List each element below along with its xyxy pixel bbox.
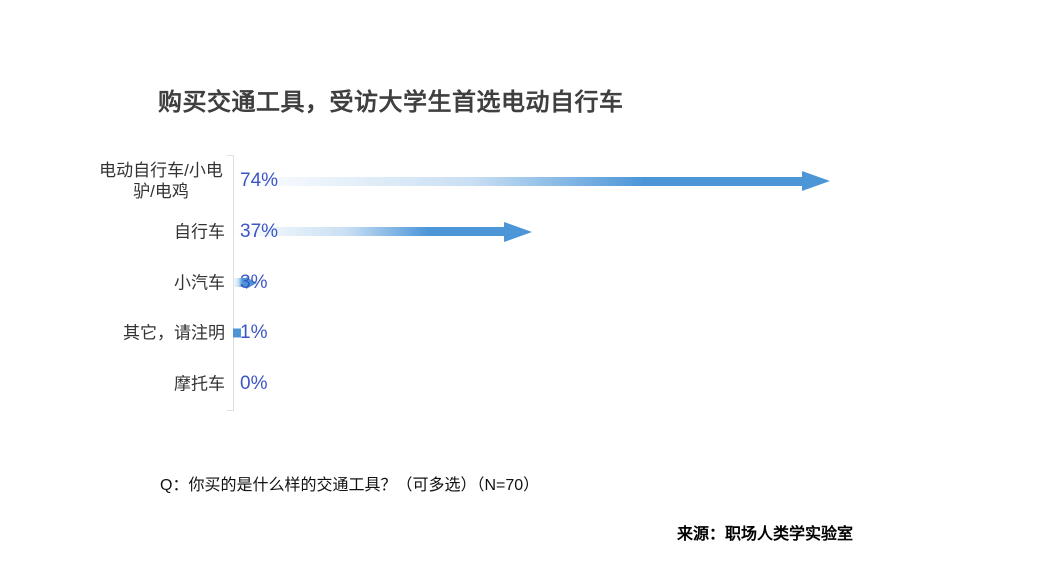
y-axis-tick-bottom	[227, 410, 233, 411]
bar-arrow	[233, 328, 241, 338]
value-label: 37%	[240, 220, 279, 242]
value-label: 0%	[240, 373, 268, 394]
value-label: 74%	[240, 170, 279, 191]
category-label: 电动自行车/小电驴/电鸡	[99, 161, 223, 201]
value-label: 3%	[240, 271, 268, 293]
bar-arrow	[233, 171, 830, 191]
source-credit: 来源：职场人类学实验室	[677, 526, 854, 543]
category-label: 摩托车	[174, 374, 225, 394]
bar-arrow	[233, 221, 532, 242]
category-label: 其它，请注明	[123, 323, 225, 343]
chart-title: 购买交通工具，受访大学生首选电动自行车	[158, 89, 624, 116]
bar-arrow	[233, 276, 257, 289]
value-label: 1%	[240, 322, 268, 344]
question-note: Q：你买的是什么样的交通工具？（可多选）（N=70）	[160, 477, 540, 494]
category-label: 自行车	[174, 222, 225, 242]
y-axis-tick-top	[227, 155, 233, 156]
category-label: 小汽车	[174, 273, 225, 292]
